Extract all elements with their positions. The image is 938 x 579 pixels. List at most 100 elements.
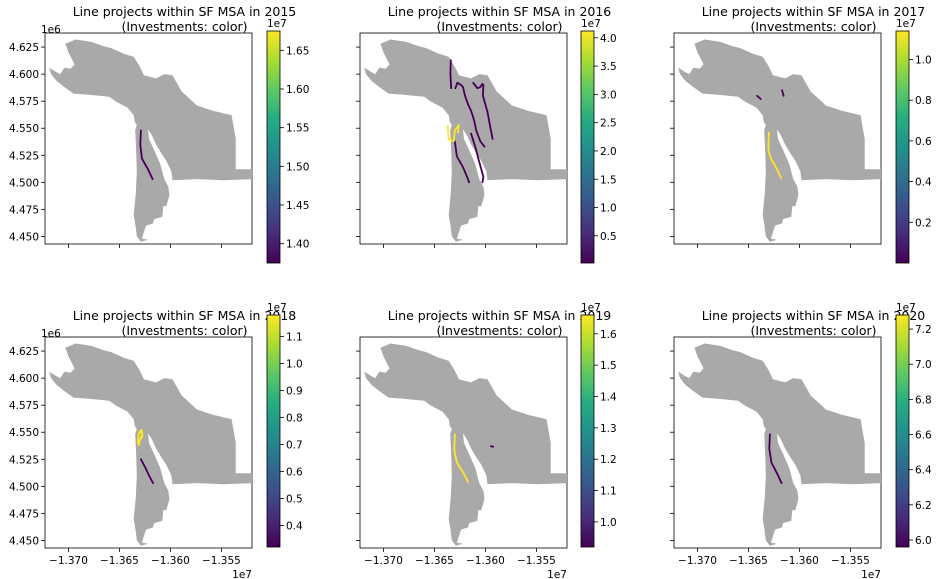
colorbar-tick-label: 7.0 bbox=[915, 359, 932, 371]
colorbar-tick-label: 1.3 bbox=[600, 423, 617, 435]
y-tick-label: 4.600 bbox=[9, 373, 39, 385]
panel-title: Line projects within SF MSA in 2016 bbox=[388, 4, 612, 19]
panel-title: Line projects within SF MSA in 2018 bbox=[73, 308, 297, 323]
y-tick-label: 4.450 bbox=[9, 535, 39, 547]
colorbar bbox=[267, 315, 280, 547]
y-exponent: 1e6 bbox=[41, 24, 61, 36]
panel-title: Line projects within SF MSA in 2020 bbox=[702, 308, 926, 323]
y-tick-label: 4.525 bbox=[9, 454, 39, 466]
y-tick-label: 4.550 bbox=[9, 427, 39, 439]
colorbar bbox=[581, 315, 594, 547]
colorbar-tick-label: 1.1 bbox=[286, 332, 303, 344]
y-tick-label: 4.450 bbox=[9, 231, 39, 243]
colorbar-tick-label: 0.6 bbox=[915, 136, 932, 148]
x-tick-label: −1.365 bbox=[729, 555, 768, 567]
colorbar bbox=[896, 315, 909, 547]
panel-subtitle: (Investments: color) bbox=[750, 19, 876, 34]
colorbar-tick-label: 1.55 bbox=[286, 123, 309, 135]
colorbar-tick-label: 0.7 bbox=[286, 439, 303, 451]
colorbar-tick-label: 1.65 bbox=[286, 45, 309, 57]
map-panel-6: Line projects within SF MSA in 2020(Inve… bbox=[670, 302, 932, 579]
x-tick-label: −1.360 bbox=[780, 555, 819, 567]
colorbar-tick-label: 4.0 bbox=[600, 33, 617, 45]
colorbar-tick-label: 6.8 bbox=[915, 394, 932, 406]
x-tick-label: −1.365 bbox=[415, 555, 454, 567]
colorbar-tick-label: 0.4 bbox=[286, 520, 303, 532]
colorbar-tick-label: 1.1 bbox=[600, 486, 617, 498]
panel-subtitle: (Investments: color) bbox=[121, 19, 247, 34]
x-exponent: 1e7 bbox=[547, 569, 567, 579]
map-panel-2: Line projects within SF MSA in 2016(Inve… bbox=[356, 4, 617, 263]
x-tick-label: −1.370 bbox=[678, 555, 717, 567]
x-exponent: 1e7 bbox=[232, 569, 252, 579]
x-tick-label: −1.360 bbox=[466, 555, 505, 567]
colorbar-tick-label: 1.0 bbox=[600, 203, 617, 215]
panel-subtitle: (Investments: color) bbox=[436, 19, 562, 34]
y-tick-label: 4.625 bbox=[9, 42, 39, 54]
line-project bbox=[491, 446, 493, 447]
y-tick-label: 4.550 bbox=[9, 123, 39, 135]
colorbar bbox=[581, 31, 594, 263]
colorbar-tick-label: 6.2 bbox=[915, 500, 932, 512]
x-tick-label: −1.355 bbox=[831, 555, 870, 567]
colorbar-tick-label: 0.4 bbox=[915, 177, 932, 189]
panel-subtitle: (Investments: color) bbox=[436, 323, 562, 338]
x-tick-label: −1.365 bbox=[100, 555, 139, 567]
y-tick-label: 4.575 bbox=[9, 96, 39, 108]
colorbar-tick-label: 3.0 bbox=[600, 89, 617, 101]
colorbar-tick-label: 1.50 bbox=[286, 161, 309, 173]
y-tick-label: 4.475 bbox=[9, 204, 39, 216]
y-tick-label: 4.600 bbox=[9, 69, 39, 81]
x-tick-label: −1.370 bbox=[364, 555, 403, 567]
colorbar bbox=[896, 31, 909, 263]
colorbar-exponent: 1e7 bbox=[581, 18, 601, 30]
colorbar-tick-label: 7.2 bbox=[915, 324, 932, 336]
colorbar-tick-label: 1.0 bbox=[286, 359, 303, 371]
colorbar-tick-label: 0.5 bbox=[286, 493, 303, 505]
colorbar-exponent: 1e7 bbox=[896, 18, 916, 30]
y-tick-label: 4.625 bbox=[9, 346, 39, 358]
x-tick-label: −1.370 bbox=[49, 555, 88, 567]
y-tick-label: 4.475 bbox=[9, 508, 39, 520]
colorbar-tick-label: 0.8 bbox=[286, 413, 303, 425]
colorbar-tick-label: 1.5 bbox=[600, 174, 617, 186]
colorbar-tick-label: 1.40 bbox=[286, 239, 309, 251]
colorbar-tick-label: 6.6 bbox=[915, 430, 932, 442]
x-exponent: 1e7 bbox=[861, 569, 881, 579]
colorbar-tick-label: 2.0 bbox=[600, 146, 617, 158]
colorbar-tick-label: 0.8 bbox=[915, 95, 932, 107]
y-tick-label: 4.500 bbox=[9, 177, 39, 189]
colorbar-tick-label: 1.6 bbox=[600, 329, 617, 341]
y-tick-label: 4.575 bbox=[9, 400, 39, 412]
colorbar-tick-label: 1.60 bbox=[286, 84, 309, 96]
colorbar-tick-label: 0.5 bbox=[600, 231, 617, 243]
y-tick-label: 4.500 bbox=[9, 481, 39, 493]
map-panel-3: Line projects within SF MSA in 2017(Inve… bbox=[670, 4, 932, 263]
colorbar-tick-label: 1.45 bbox=[286, 200, 309, 212]
colorbar-exponent: 1e7 bbox=[896, 302, 916, 314]
colorbar-tick-label: 2.5 bbox=[600, 118, 617, 130]
colorbar-tick-label: 1.0 bbox=[600, 517, 617, 529]
colorbar-tick-label: 1.5 bbox=[600, 360, 617, 372]
panel-title: Line projects within SF MSA in 2017 bbox=[702, 4, 926, 19]
panel-title: Line projects within SF MSA in 2015 bbox=[73, 4, 297, 19]
map-panel-4: Line projects within SF MSA in 2018(Inve… bbox=[9, 302, 303, 579]
x-tick-label: −1.355 bbox=[517, 555, 556, 567]
colorbar-tick-label: 3.5 bbox=[600, 61, 617, 73]
colorbar bbox=[267, 31, 280, 263]
colorbar-exponent: 1e7 bbox=[267, 18, 287, 30]
map-panel-5: Line projects within SF MSA in 2019(Inve… bbox=[356, 302, 617, 579]
panel-subtitle: (Investments: color) bbox=[750, 323, 876, 338]
colorbar-tick-label: 0.9 bbox=[286, 386, 303, 398]
colorbar-tick-label: 1.2 bbox=[600, 454, 617, 466]
colorbar-tick-label: 1.4 bbox=[600, 392, 617, 404]
x-tick-label: −1.360 bbox=[151, 555, 190, 567]
colorbar-tick-label: 6.4 bbox=[915, 465, 932, 477]
colorbar-tick-label: 0.2 bbox=[915, 217, 932, 229]
y-exponent: 1e6 bbox=[41, 328, 61, 340]
colorbar-exponent: 1e7 bbox=[581, 302, 601, 314]
x-tick-label: −1.355 bbox=[202, 555, 241, 567]
colorbar-tick-label: 0.6 bbox=[286, 466, 303, 478]
panel-title: Line projects within SF MSA in 2019 bbox=[388, 308, 612, 323]
